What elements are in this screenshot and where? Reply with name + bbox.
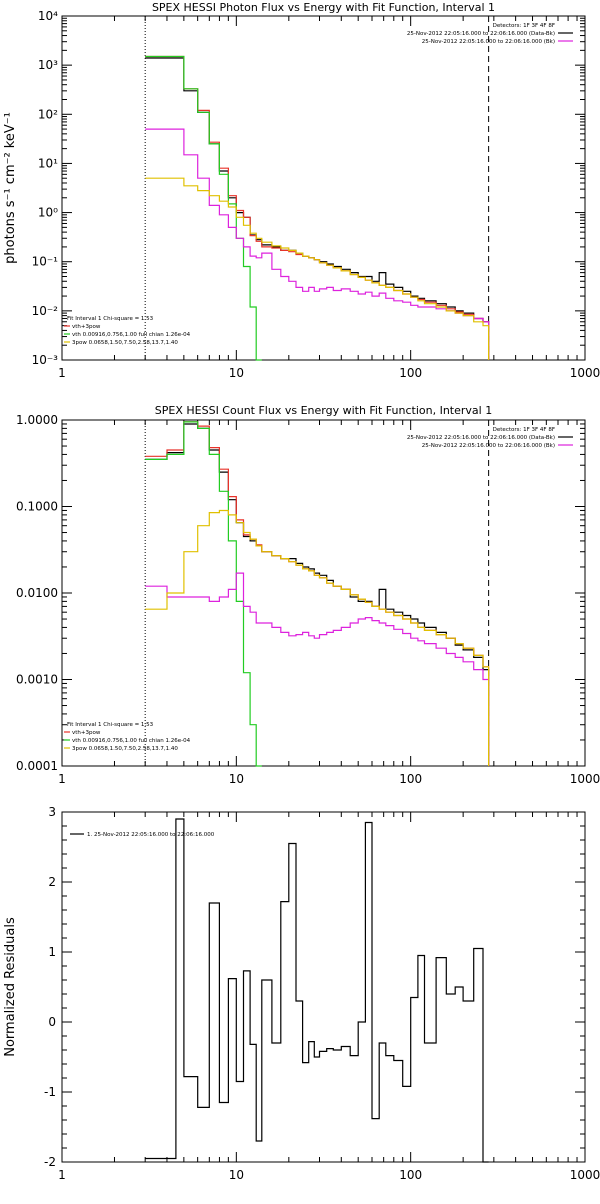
x-tick-label: 10 (229, 772, 244, 786)
x-tick-label: 10 (229, 366, 244, 380)
y-tick-label: 1.0000 (16, 413, 58, 427)
y-tick-label: 2 (48, 875, 56, 889)
legend-top-right-item: 25-Nov-2012 22:05:16.000 to 22:06:16.000… (407, 31, 555, 37)
y-tick-label: -2 (44, 1155, 56, 1169)
y-tick-label: 10⁰ (38, 206, 58, 220)
x-tick-label: 10 (229, 1168, 244, 1182)
legend-top-right-item: 25-Nov-2012 22:05:16.000 to 22:06:16.000… (407, 435, 555, 441)
y-tick-label: 0.1000 (16, 500, 58, 514)
y-tick-label: 0.0100 (16, 586, 58, 600)
legend-bottom-left-item: 3pow 0.0658,1.50,7.50,2.58,13.7,1.40 (72, 340, 178, 346)
legend-bottom-left-item: Fit Interval 1 Chi-square = 1.53 (67, 722, 154, 728)
x-tick-label: 100 (399, 366, 422, 380)
series-line-2 (145, 421, 490, 766)
legend-top-right-item: 25-Nov-2012 22:05:16.000 to 22:06:16.000… (422, 39, 555, 45)
y-tick-label: 3 (48, 805, 56, 819)
x-tick-label: 1 (58, 1168, 66, 1182)
legend-top-right-item: 25-Nov-2012 22:05:16.000 to 22:06:16.000… (422, 443, 555, 449)
x-tick-label: 1 (58, 772, 66, 786)
y-tick-label: 0.0010 (16, 673, 58, 687)
series-line-5 (145, 177, 490, 360)
chart-panel-1: SPEX HESSI Photon Flux vs Energy with Fi… (3, 1, 600, 380)
legend-bottom-left-item: 3pow 0.0658,1.50,7.50,2.58,13.7,1.40 (72, 746, 178, 752)
series-line-1 (145, 423, 490, 766)
series-line-4 (145, 572, 490, 766)
x-tick-label: 1 (58, 366, 66, 380)
x-tick-label: 1000 (570, 772, 600, 786)
legend-bottom-left-item: vth+3pow (72, 730, 101, 736)
x-tick-label: 1000 (570, 366, 600, 380)
legend-top-right-item: Detectors: 1F 3F 4F 8F (493, 427, 555, 433)
legend-bottom-left-item: vth 0.00916,0.756,1.00 full chian 1.26e-… (72, 332, 191, 338)
series-line-3 (145, 55, 262, 361)
y-tick-label: 10⁻¹ (32, 255, 59, 269)
y-tick-label: 1 (48, 945, 56, 959)
chart-panel-2: SPEX HESSI Count Flux vs Energy with Fit… (16, 404, 600, 786)
series-line-2 (145, 55, 490, 360)
y-tick-label: 10³ (38, 58, 58, 72)
plot-frame (61, 15, 586, 361)
y-axis-label: photons s⁻¹ cm⁻² keV⁻¹ (3, 112, 18, 264)
plot-frame (61, 419, 586, 767)
series-line-3 (145, 421, 262, 767)
y-tick-label: 10² (38, 107, 58, 121)
y-tick-label: 0.0001 (16, 759, 58, 773)
legend-top-left-item: 1. 25-Nov-2012 22:05:16.000 to 22:06:16.… (87, 832, 215, 838)
y-tick-label: 0 (48, 1015, 56, 1029)
y-tick-label: 10¹ (38, 156, 58, 170)
y-tick-label: 10⁴ (38, 9, 58, 23)
chart-title: SPEX HESSI Count Flux vs Energy with Fit… (155, 404, 492, 417)
legend-bottom-left-item: vth 0.00916,0.756,1.00 full chian 1.26e-… (72, 738, 191, 744)
series-line-1 (145, 57, 490, 360)
y-tick-label: 10⁻² (32, 304, 59, 318)
x-tick-label: 100 (399, 1168, 422, 1182)
x-tick-label: 100 (399, 772, 422, 786)
series-line-4 (145, 128, 490, 360)
legend-bottom-left-item: Fit Interval 1 Chi-square = 1.53 (67, 316, 154, 322)
plot-frame (61, 811, 586, 1163)
y-tick-label: -1 (44, 1085, 56, 1099)
y-tick-label: 10⁻³ (32, 353, 59, 367)
legend-bottom-left-item: vth+3pow (72, 324, 101, 330)
legend-top-right-item: Detectors: 1F 3F 4F 8F (493, 23, 555, 29)
series-line-1 (145, 818, 489, 1163)
series-line-5 (145, 509, 490, 766)
x-tick-label: 1000 (570, 1168, 600, 1182)
chart-title: SPEX HESSI Photon Flux vs Energy with Fi… (152, 1, 495, 14)
y-axis-label: Normalized Residuals (3, 917, 18, 1057)
chart-panel-3: 1 10 100 1000 -2 -1 0 1 2 3 Normalized Residuals 1.… (3, 805, 600, 1182)
